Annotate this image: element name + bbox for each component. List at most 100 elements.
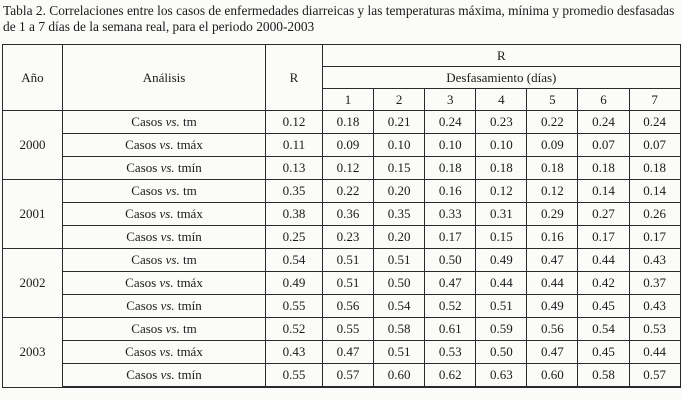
lag-value-cell: 0.51: [475, 294, 528, 318]
lag-value-cell: 0.20: [373, 225, 426, 249]
lag-value-cell: 0.16: [526, 225, 579, 249]
r-value-cell: 0.12: [265, 110, 323, 134]
analysis-pre: Casos: [125, 206, 157, 221]
lag-value-cell: 0.60: [526, 363, 579, 388]
lag-value-cell: 0.57: [628, 363, 681, 388]
lag-value-cell: 0.24: [577, 110, 630, 134]
analysis-obj: tmáx: [176, 275, 203, 290]
analysis-obj: tmáx: [176, 206, 203, 221]
analysis-pre: Casos: [125, 137, 157, 152]
analysis-pre: Casos: [126, 367, 158, 382]
analysis-pre: Casos: [131, 321, 163, 336]
lag-value-cell: 0.54: [373, 294, 426, 318]
table-row: Casos vs. tmáx 0.49 0.51 0.50 0.47 0.44 0.44 0.…: [3, 271, 681, 295]
r-value-cell: 0.13: [265, 156, 323, 180]
lag-value-cell: 0.59: [475, 317, 528, 341]
lag-value-cell: 0.49: [526, 294, 579, 318]
lag-value-cell: 0.20: [373, 179, 426, 203]
lag-value-cell: 0.33: [424, 202, 477, 226]
analysis-obj: tmín: [177, 367, 202, 382]
lag-value-cell: 0.51: [321, 248, 375, 272]
lag-value-cell: 0.47: [424, 271, 477, 295]
analysis-obj: tmín: [177, 229, 202, 244]
lag-value-cell: 0.10: [373, 133, 426, 157]
analysis-obj: tmáx: [176, 344, 203, 359]
analysis-vs: vs.: [165, 114, 180, 129]
lag-value-cell: 0.45: [577, 340, 630, 364]
lag-value-cell: 0.51: [373, 340, 426, 364]
analysis-obj: tm: [182, 183, 197, 198]
analysis-cell: Casos vs. tmáx: [62, 340, 266, 364]
analysis-obj: tm: [182, 321, 197, 336]
lag-value-cell: 0.12: [321, 156, 375, 180]
analysis-vs: vs.: [160, 160, 175, 175]
lag-value-cell: 0.44: [526, 271, 579, 295]
lag-value-cell: 0.44: [577, 248, 630, 272]
lag-value-cell: 0.51: [321, 271, 375, 295]
analysis-cell: Casos vs. tmín: [62, 156, 266, 180]
analysis-pre: Casos: [126, 229, 158, 244]
lag-value-cell: 0.22: [321, 179, 375, 203]
lag-value-cell: 0.43: [628, 294, 681, 318]
lag-value-cell: 0.54: [577, 317, 630, 341]
year-cell: 2000: [2, 110, 63, 180]
lag-value-cell: 0.35: [373, 202, 426, 226]
analysis-vs: vs.: [159, 344, 174, 359]
analysis-cell: Casos vs. tm: [62, 248, 266, 272]
analysis-vs: vs.: [159, 275, 174, 290]
header-day-3: 3: [424, 88, 477, 111]
analysis-vs: vs.: [165, 252, 180, 267]
lag-value-cell: 0.36: [321, 202, 375, 226]
lag-value-cell: 0.27: [577, 202, 630, 226]
r-value-cell: 0.43: [265, 340, 323, 364]
lag-value-cell: 0.37: [628, 271, 681, 295]
lag-value-cell: 0.49: [475, 248, 528, 272]
analysis-cell: Casos vs. tm: [62, 110, 266, 134]
r-value-cell: 0.52: [265, 317, 323, 341]
header-analysis: Análisis: [62, 44, 266, 111]
lag-value-cell: 0.60: [373, 363, 426, 388]
lag-value-cell: 0.43: [628, 248, 681, 272]
analysis-obj: tmáx: [176, 137, 203, 152]
table-row: Casos vs. tmín 0.55 0.56 0.54 0.52 0.51 0.49 0.…: [3, 294, 681, 318]
lag-value-cell: 0.45: [577, 294, 630, 318]
analysis-vs: vs.: [160, 367, 175, 382]
table-body: 2000 Casos vs. tm 0.12 0.18 0.21 0.24 0.23 0.22…: [2, 110, 681, 388]
header-day-1: 1: [321, 88, 375, 111]
lag-value-cell: 0.07: [628, 133, 681, 157]
lag-value-cell: 0.62: [424, 363, 477, 388]
lag-value-cell: 0.50: [373, 271, 426, 295]
header-year: Año: [2, 44, 63, 111]
lag-value-cell: 0.26: [628, 202, 681, 226]
lag-value-cell: 0.31: [475, 202, 528, 226]
lag-value-cell: 0.17: [424, 225, 477, 249]
lag-value-cell: 0.23: [321, 225, 375, 249]
lag-value-cell: 0.51: [373, 248, 426, 272]
header-day-6: 6: [577, 88, 630, 111]
lag-value-cell: 0.42: [577, 271, 630, 295]
lag-value-cell: 0.50: [424, 248, 477, 272]
lag-value-cell: 0.47: [526, 248, 579, 272]
lag-value-cell: 0.47: [526, 340, 579, 364]
analysis-pre: Casos: [131, 183, 163, 198]
lag-value-cell: 0.53: [424, 340, 477, 364]
header-group-r: R: [322, 44, 681, 67]
table-row: Casos vs. tmín 0.13 0.12 0.15 0.18 0.18 0.18 0.…: [3, 156, 681, 180]
year-cell: 2003: [2, 317, 63, 388]
header-day-5: 5: [526, 88, 579, 111]
lag-value-cell: 0.61: [424, 317, 477, 341]
lag-value-cell: 0.56: [526, 317, 579, 341]
lag-value-cell: 0.16: [424, 179, 477, 203]
lag-value-cell: 0.17: [628, 225, 681, 249]
table-row: Casos vs. tmín 0.55 0.57 0.60 0.62 0.63 0.60 0.…: [3, 363, 681, 388]
lag-value-cell: 0.18: [577, 156, 630, 180]
r-value-cell: 0.35: [265, 179, 323, 203]
analysis-vs: vs.: [159, 206, 174, 221]
lag-value-cell: 0.12: [526, 179, 579, 203]
r-value-cell: 0.55: [265, 294, 323, 318]
analysis-cell: Casos vs. tmáx: [62, 133, 266, 157]
lag-value-cell: 0.18: [475, 156, 528, 180]
table-row: Casos vs. tmáx 0.43 0.47 0.51 0.53 0.50 0.47 0.…: [3, 340, 681, 364]
